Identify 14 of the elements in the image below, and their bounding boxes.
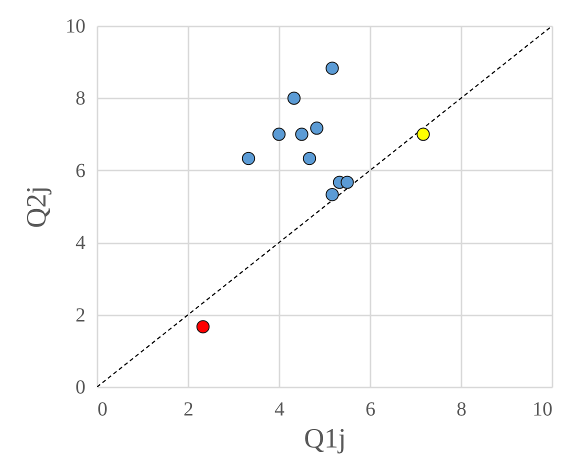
x-tick-label: 2 (184, 398, 194, 420)
y-tick-label: 2 (76, 304, 86, 326)
y-tick-label: 8 (76, 88, 86, 110)
x-tick-label: 0 (98, 398, 108, 420)
y-tick-label: 0 (76, 376, 86, 398)
x-tick-label: 4 (274, 398, 284, 420)
y-tick-label: 4 (76, 232, 86, 254)
x-tick-label: 8 (456, 398, 466, 420)
x-axis-title: Q1j (304, 424, 346, 454)
x-tick-label: 10 (532, 398, 552, 420)
y-axis-title: Q2j (22, 186, 52, 228)
y-tick-label: 6 (76, 160, 86, 182)
x-tick-label: 6 (366, 398, 376, 420)
y-tick-label: 10 (66, 16, 86, 38)
